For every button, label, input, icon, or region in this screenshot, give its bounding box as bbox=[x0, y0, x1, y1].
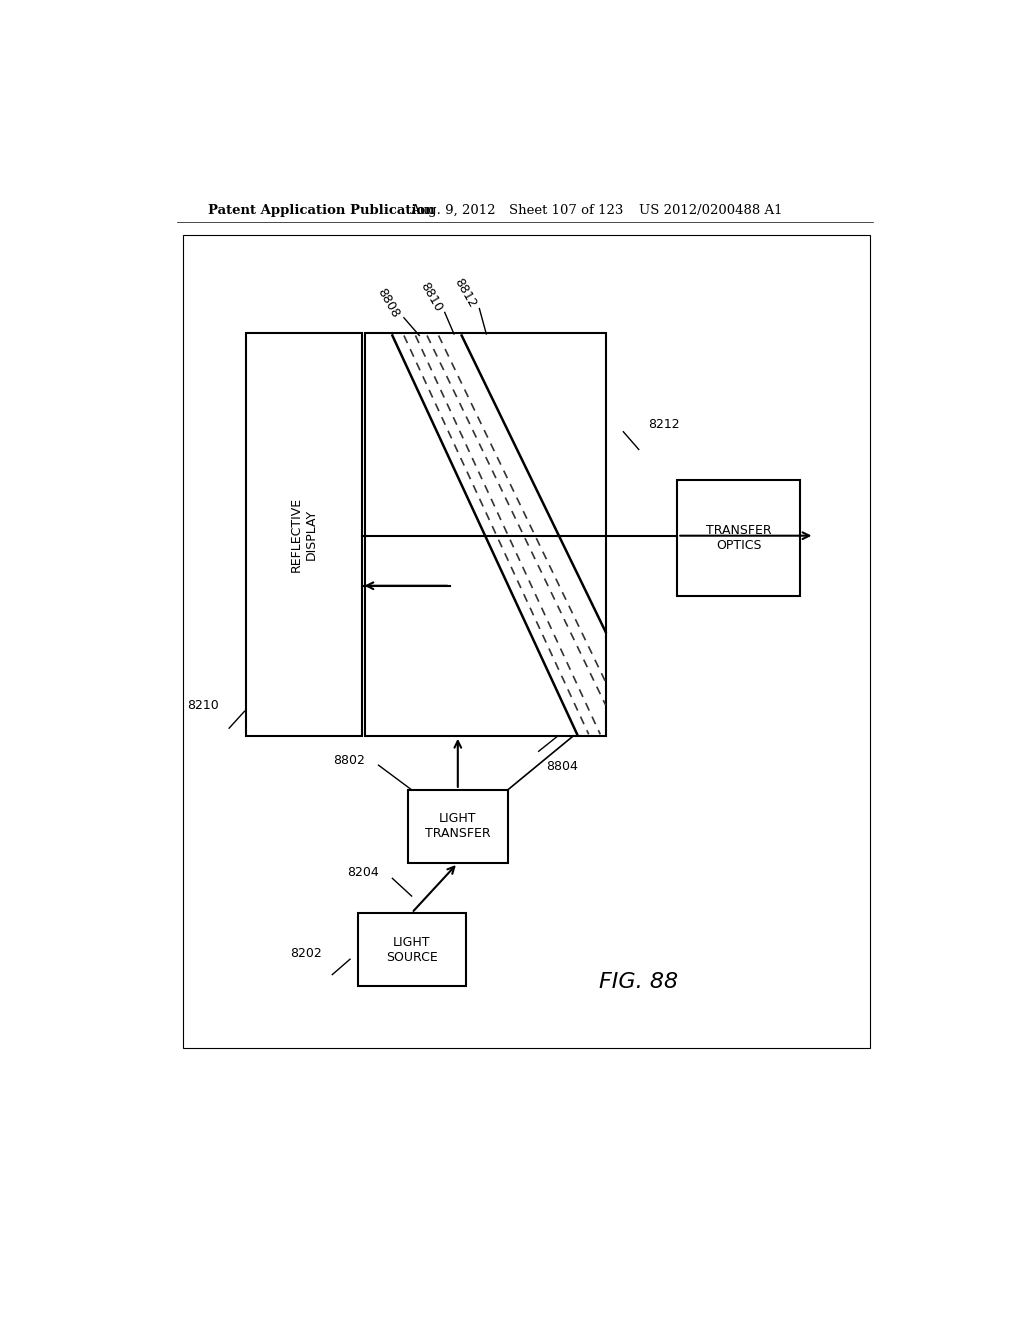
Bar bbox=[357, 913, 466, 986]
Text: 8804: 8804 bbox=[547, 760, 579, 774]
Text: 8204: 8204 bbox=[347, 866, 379, 879]
Text: US 2012/0200488 A1: US 2012/0200488 A1 bbox=[639, 205, 782, 218]
Text: REFLECTIVE
DISPLAY: REFLECTIVE DISPLAY bbox=[290, 498, 317, 572]
Text: 8210: 8210 bbox=[187, 698, 219, 711]
Text: LIGHT
TRANSFER: LIGHT TRANSFER bbox=[425, 812, 490, 841]
Text: 8202: 8202 bbox=[290, 946, 322, 960]
Bar bbox=[408, 789, 508, 863]
Bar bbox=[183, 235, 869, 1048]
Text: 8802: 8802 bbox=[334, 754, 366, 767]
Text: 8812: 8812 bbox=[452, 276, 479, 310]
Text: FIG. 88: FIG. 88 bbox=[599, 973, 678, 993]
Text: 8808: 8808 bbox=[375, 286, 402, 321]
Text: Aug. 9, 2012: Aug. 9, 2012 bbox=[410, 205, 496, 218]
Text: 8212: 8212 bbox=[648, 417, 680, 430]
Text: TRANSFER
OPTICS: TRANSFER OPTICS bbox=[706, 524, 772, 552]
Text: 8810: 8810 bbox=[417, 280, 444, 314]
Text: Patent Application Publication: Patent Application Publication bbox=[208, 205, 434, 218]
Bar bbox=[366, 333, 605, 737]
Bar bbox=[677, 480, 801, 595]
Bar bbox=[246, 333, 361, 737]
Text: Sheet 107 of 123: Sheet 107 of 123 bbox=[509, 205, 624, 218]
Text: LIGHT
SOURCE: LIGHT SOURCE bbox=[386, 936, 437, 964]
